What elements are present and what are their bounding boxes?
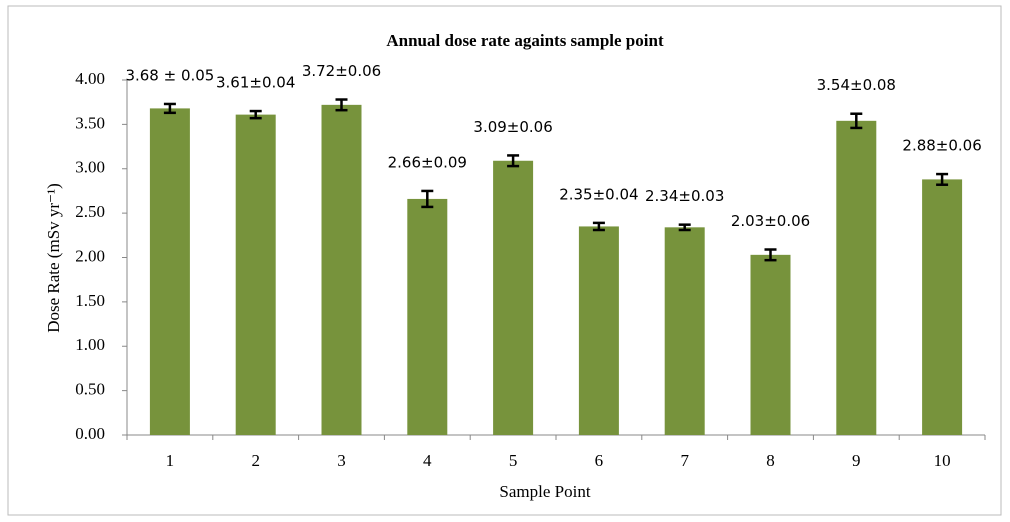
bar [578,226,619,435]
value-label: 3.61±0.04 [216,74,295,92]
y-tick-label: 1.00 [75,335,105,354]
x-tick-label: 8 [766,451,775,470]
y-tick-label: 1.50 [75,291,105,310]
x-tick-label: 6 [595,451,604,470]
value-label: 3.72±0.06 [302,62,381,80]
value-label: 2.35±0.04 [559,185,638,203]
value-label: 2.66±0.09 [388,153,467,171]
x-tick-label: 9 [852,451,861,470]
value-label: 2.34±0.03 [645,187,724,205]
value-label: 2.88±0.06 [902,137,981,155]
bar [922,179,963,435]
chart-border [7,5,1002,516]
y-tick-label: 3.00 [75,158,105,177]
y-axis-label: Dose Rate (mSv yr⁻¹) [44,183,63,333]
x-tick-label: 10 [934,451,951,470]
bar [235,114,276,436]
value-label: 3.68 ± 0.05 [125,66,214,84]
bar [664,227,705,435]
y-tick-label: 2.00 [75,246,105,265]
bar [321,104,362,435]
x-tick-label: 4 [423,451,432,470]
bar [836,120,877,435]
bar [149,108,190,436]
y-tick-label: 0.50 [75,380,105,399]
x-tick-label: 2 [251,451,260,470]
x-tick-label: 5 [509,451,518,470]
y-tick-label: 4.00 [75,69,105,88]
value-label: 2.03±0.06 [731,212,810,230]
x-axis-label: Sample Point [499,482,590,501]
bar [750,254,791,435]
value-label: 3.54±0.08 [817,76,896,94]
bar [493,160,534,435]
y-tick-label: 2.50 [75,202,105,221]
x-tick-label: 7 [680,451,689,470]
x-tick-label: 1 [166,451,175,470]
y-tick-label: 0.00 [75,424,105,443]
y-tick-label: 3.50 [75,113,105,132]
x-tick-label: 3 [337,451,346,470]
chart-title: Annual dose rate againts sample point [386,31,664,50]
bar [407,198,448,435]
value-label: 3.09±0.06 [473,118,552,136]
